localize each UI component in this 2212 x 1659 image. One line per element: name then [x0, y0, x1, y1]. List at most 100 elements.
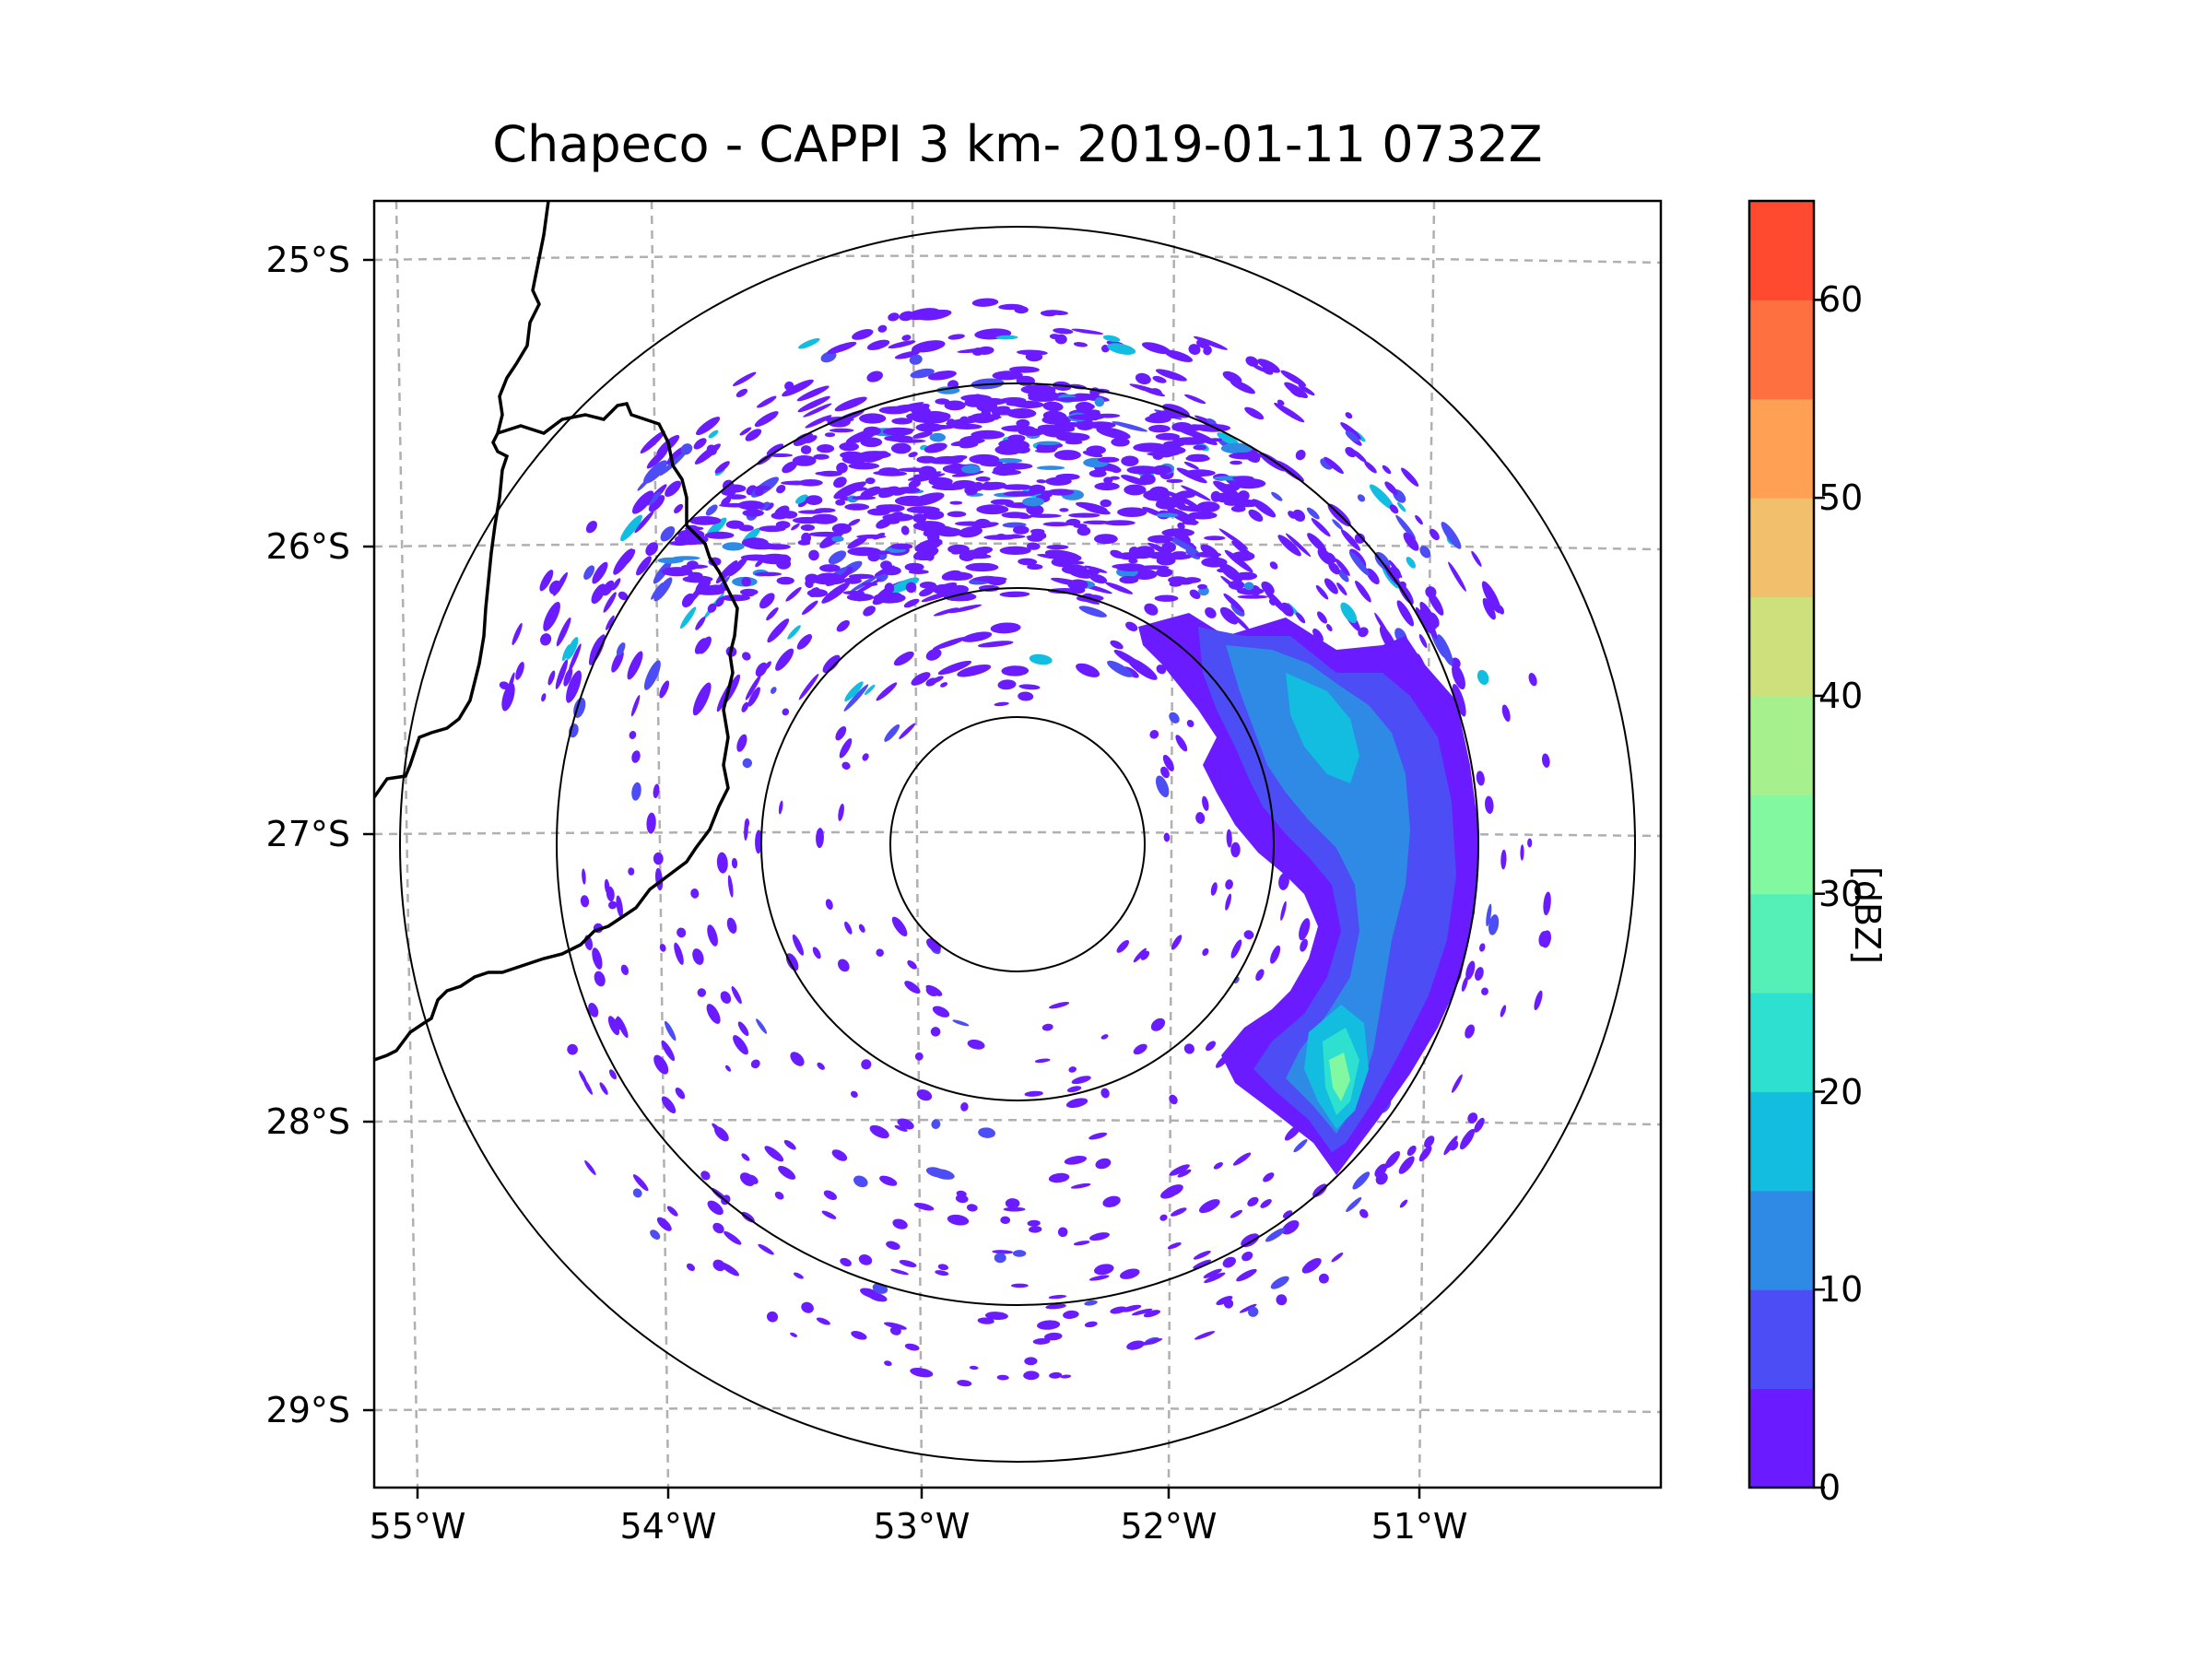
echo-speck [1185, 548, 1201, 559]
echo-speck [984, 1312, 1008, 1321]
echo-speck [563, 667, 573, 687]
echo-speck [631, 750, 641, 763]
echo-speck [1543, 891, 1551, 916]
echo-speck [1345, 430, 1359, 442]
echo-speck [1204, 1272, 1226, 1284]
echo-speck [680, 606, 697, 629]
echo-speck [831, 1149, 848, 1161]
echo-speck [948, 604, 982, 614]
echo-speck [1040, 310, 1057, 317]
echo-speck [831, 523, 853, 535]
echo-speck [1169, 1164, 1190, 1176]
echo-speck [659, 680, 670, 699]
gridline-lon-52 [1167, 201, 1176, 1488]
echo-speck [1049, 1002, 1070, 1009]
echo-speck [831, 535, 844, 542]
echo-speck [865, 477, 876, 485]
echo-speck [895, 439, 926, 443]
echo-speck [844, 921, 853, 935]
echo-speck [1186, 719, 1194, 728]
echo-speck [977, 1317, 994, 1324]
echo-speck [1184, 394, 1206, 405]
colorbar-unit-label: [dBZ] [1847, 866, 1888, 964]
echo-speck [757, 395, 777, 408]
echo-speck [1028, 513, 1062, 518]
echo-speck [959, 441, 979, 449]
echo-speck [1318, 1273, 1329, 1284]
echo-speck [653, 852, 664, 865]
echo-speck [979, 347, 991, 355]
echo-speck [1449, 1140, 1459, 1151]
echo-speck [862, 753, 869, 761]
echo-speck [891, 418, 913, 425]
gridline-lon-55 [394, 201, 419, 1488]
echo-speck [992, 469, 1022, 476]
echo-speck [1232, 1152, 1252, 1166]
echo-speck [957, 1380, 972, 1387]
echo-speck [927, 532, 940, 543]
echo-speck [1089, 573, 1108, 584]
echo-speck [875, 550, 891, 555]
echo-speck [1148, 424, 1171, 433]
echo-speck [1193, 444, 1207, 451]
echo-speck [844, 503, 870, 511]
echo-speck [790, 1052, 805, 1066]
echo-speck [1045, 1303, 1066, 1310]
echo-speck [1036, 465, 1065, 470]
echo-speck [632, 1188, 642, 1198]
colorbar-label-30: 30 [1818, 874, 1864, 914]
echo-speck [1223, 1299, 1234, 1309]
echo-speck [1187, 453, 1209, 460]
echo-speck [1007, 434, 1026, 442]
echo-speck [1260, 1198, 1272, 1208]
echo-speck [935, 1270, 949, 1277]
echo-speck [636, 556, 652, 576]
echo-speck [651, 582, 664, 600]
echo-speck [1088, 1132, 1108, 1140]
echo-speck [1255, 969, 1265, 982]
echo-speck [568, 643, 582, 673]
echo-speck [904, 981, 921, 994]
echo-speck [582, 868, 586, 885]
echo-speck [661, 567, 693, 577]
echo-speck [960, 1102, 969, 1112]
echo-speck [791, 524, 800, 531]
echo-speck [1156, 512, 1179, 518]
echo-speck [1147, 535, 1173, 544]
echo-speck [630, 695, 641, 717]
echo-speck [904, 562, 924, 571]
echo-speck [820, 351, 837, 363]
echo-speck [1359, 1208, 1369, 1218]
echo-speck [745, 429, 762, 441]
echo-speck [1448, 561, 1466, 592]
echo-speck [1117, 552, 1143, 560]
echo-speck [1328, 561, 1340, 575]
echo-speck [582, 1078, 593, 1095]
echo-speck [766, 443, 784, 456]
echo-speck [1231, 478, 1266, 489]
echo-speck [866, 339, 890, 350]
echo-speck [1244, 406, 1265, 420]
colorbar-ticks [1814, 299, 1825, 1489]
echo-speck [1149, 729, 1159, 739]
echo-speck [677, 927, 687, 938]
echo-speck [1352, 1171, 1371, 1190]
echo-speck [1229, 452, 1263, 460]
echo-speck [1156, 665, 1167, 675]
echo-speck [1230, 505, 1246, 512]
colorbar-label-50: 50 [1818, 477, 1864, 518]
echo-speck [584, 1159, 596, 1176]
echo-speck [698, 636, 712, 654]
echo-speck [793, 432, 814, 446]
echo-speck [778, 1165, 796, 1180]
echo-speck [1268, 598, 1276, 606]
echo-speck [1000, 1216, 1011, 1225]
echo-speck [643, 660, 661, 690]
lon-label-52w: 52°W [1120, 1506, 1218, 1547]
echo-speck [594, 971, 606, 987]
echo-speck [1486, 903, 1492, 927]
echo-speck [994, 701, 1009, 707]
echo-speck [731, 986, 742, 1005]
echo-speck [940, 682, 948, 688]
echo-speck [725, 520, 745, 529]
